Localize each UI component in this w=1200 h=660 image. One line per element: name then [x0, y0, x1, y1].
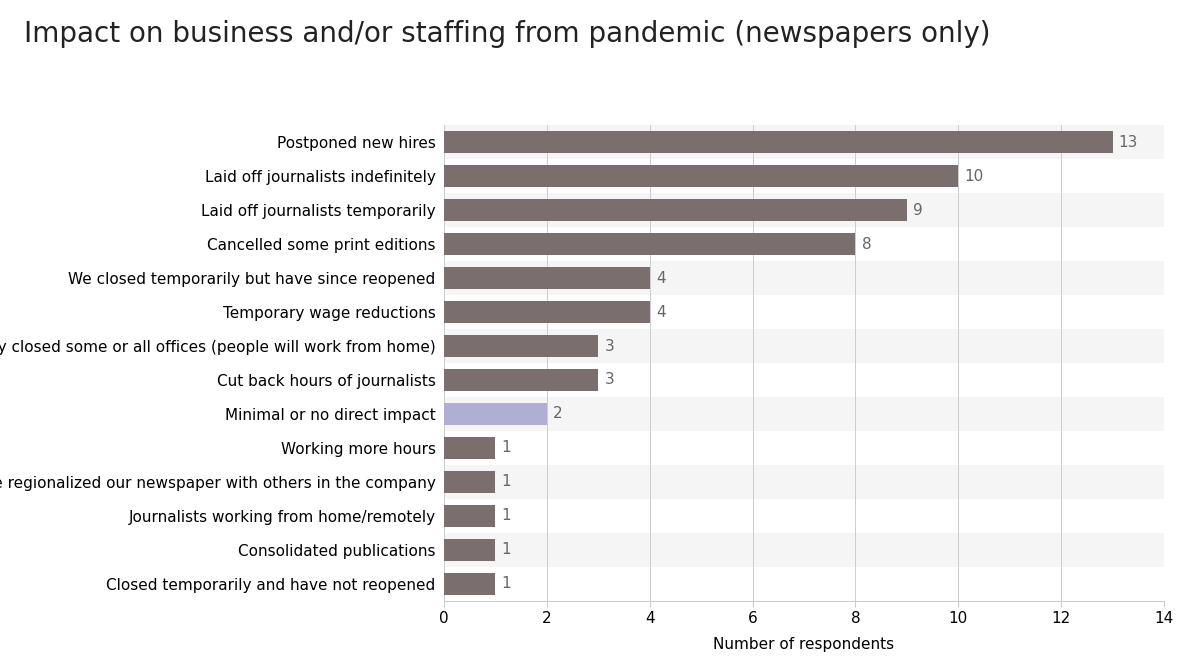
Bar — [444, 533, 1164, 567]
Text: 4: 4 — [656, 304, 666, 319]
Text: 4: 4 — [656, 271, 666, 286]
Bar — [444, 567, 1164, 601]
Text: Impact on business and/or staffing from pandemic (newspapers only): Impact on business and/or staffing from … — [24, 20, 990, 48]
Bar — [444, 267, 649, 289]
Bar — [444, 335, 599, 357]
Bar — [444, 437, 496, 459]
Text: 10: 10 — [965, 169, 984, 184]
Bar — [444, 539, 496, 561]
Text: 9: 9 — [913, 203, 923, 218]
Text: 1: 1 — [502, 542, 511, 557]
Bar — [444, 397, 1164, 431]
Bar — [444, 227, 1164, 261]
Bar — [444, 199, 907, 221]
Text: 3: 3 — [605, 339, 614, 354]
Bar — [444, 329, 1164, 363]
Bar — [444, 233, 856, 255]
Text: 1: 1 — [502, 508, 511, 523]
Bar — [444, 125, 1164, 159]
Bar — [444, 165, 959, 187]
Bar — [444, 261, 1164, 295]
Bar — [444, 301, 649, 323]
Text: 3: 3 — [605, 372, 614, 387]
Bar — [444, 403, 547, 425]
Bar — [444, 471, 496, 493]
Bar — [444, 505, 496, 527]
Bar — [444, 431, 1164, 465]
Bar — [444, 465, 1164, 499]
Bar — [444, 499, 1164, 533]
Text: 1: 1 — [502, 475, 511, 489]
X-axis label: Number of respondents: Number of respondents — [714, 637, 894, 652]
Text: 1: 1 — [502, 576, 511, 591]
Bar — [444, 369, 599, 391]
Text: 1: 1 — [502, 440, 511, 455]
Bar — [444, 131, 1112, 153]
Bar — [444, 573, 496, 595]
Text: 2: 2 — [553, 407, 563, 422]
Bar — [444, 159, 1164, 193]
Text: 8: 8 — [862, 237, 871, 251]
Bar — [444, 193, 1164, 227]
Bar — [444, 295, 1164, 329]
Text: 13: 13 — [1118, 135, 1138, 150]
Bar — [444, 363, 1164, 397]
